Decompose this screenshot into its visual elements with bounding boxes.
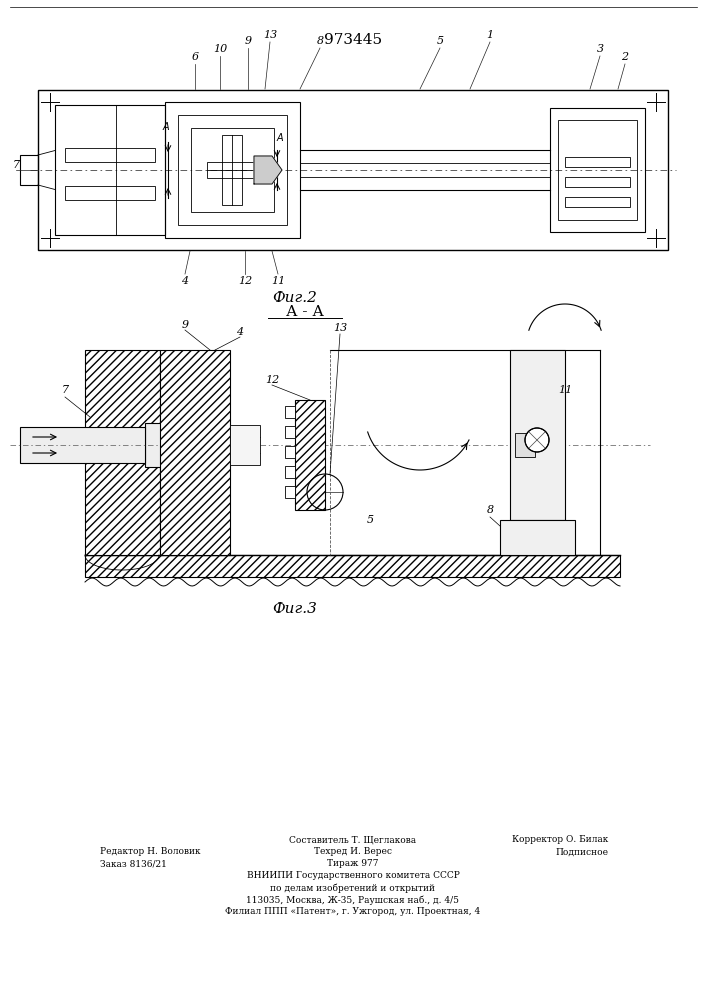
Text: А: А xyxy=(276,133,284,143)
Text: Подписное: Подписное xyxy=(555,848,608,856)
Bar xyxy=(145,423,170,467)
Text: 11: 11 xyxy=(558,385,572,395)
Text: 7: 7 xyxy=(13,160,20,170)
Text: 5: 5 xyxy=(436,36,443,46)
Bar xyxy=(565,157,630,167)
Bar xyxy=(500,520,575,555)
Circle shape xyxy=(525,428,549,452)
Bar xyxy=(565,197,630,207)
Text: Заказ 8136/21: Заказ 8136/21 xyxy=(100,859,167,868)
Text: 1: 1 xyxy=(486,30,493,40)
Text: 7: 7 xyxy=(62,385,69,395)
Text: ВНИИПИ Государственного комитета СССР: ВНИИПИ Государственного комитета СССР xyxy=(247,871,460,880)
Text: Фиг.2: Фиг.2 xyxy=(273,291,317,305)
Bar xyxy=(20,427,145,463)
Bar xyxy=(20,155,38,185)
Bar xyxy=(550,108,645,232)
Text: 8: 8 xyxy=(317,36,324,46)
Text: Тираж 977: Тираж 977 xyxy=(327,859,379,868)
Bar xyxy=(222,135,242,205)
Bar xyxy=(285,426,295,438)
Bar xyxy=(285,486,295,498)
Bar xyxy=(65,186,155,200)
Bar xyxy=(65,148,155,162)
Text: по делам изобретений и открытий: по делам изобретений и открытий xyxy=(271,883,436,893)
Bar xyxy=(230,425,260,465)
Text: 4: 4 xyxy=(182,276,189,286)
Text: 13: 13 xyxy=(333,323,347,333)
Text: 9: 9 xyxy=(245,36,252,46)
Bar xyxy=(295,400,325,510)
Text: 12: 12 xyxy=(238,276,252,286)
Bar xyxy=(565,177,630,187)
Text: 4: 4 xyxy=(236,327,244,337)
Text: 12: 12 xyxy=(265,375,279,385)
Bar xyxy=(285,466,295,478)
Text: 6: 6 xyxy=(192,52,199,62)
Text: Техред И. Верес: Техред И. Верес xyxy=(314,848,392,856)
Bar xyxy=(285,406,295,418)
Bar xyxy=(165,102,300,238)
Bar xyxy=(515,433,535,457)
Text: Филиал ППП «Патент», г. Ужгород, ул. Проектная, 4: Филиал ППП «Патент», г. Ужгород, ул. Про… xyxy=(226,908,481,916)
Bar xyxy=(558,120,637,220)
Text: Составитель Т. Щеглакова: Составитель Т. Щеглакова xyxy=(289,836,416,844)
Bar xyxy=(55,105,165,235)
Bar xyxy=(510,350,565,520)
Bar xyxy=(38,90,668,250)
Text: 9: 9 xyxy=(182,320,189,330)
Text: А - А: А - А xyxy=(286,305,324,319)
Text: 10: 10 xyxy=(213,44,227,54)
Bar xyxy=(160,350,230,555)
Text: 3: 3 xyxy=(597,44,604,54)
Text: Корректор О. Билак: Корректор О. Билак xyxy=(512,836,608,844)
Text: 5: 5 xyxy=(366,515,373,525)
Text: 11: 11 xyxy=(271,276,285,286)
Text: 2: 2 xyxy=(621,52,629,62)
Bar xyxy=(207,162,257,178)
Bar xyxy=(191,128,274,212)
Polygon shape xyxy=(254,156,282,184)
Text: 113035, Москва, Ж-35, Раушская наб., д. 4/5: 113035, Москва, Ж-35, Раушская наб., д. … xyxy=(247,895,460,905)
Text: Редактор Н. Воловик: Редактор Н. Воловик xyxy=(100,848,201,856)
Text: 8: 8 xyxy=(486,505,493,515)
Text: Фиг.3: Фиг.3 xyxy=(273,602,317,616)
Text: А: А xyxy=(163,122,169,132)
Text: 973445: 973445 xyxy=(324,33,382,47)
Text: 13: 13 xyxy=(263,30,277,40)
Bar xyxy=(85,350,160,555)
Bar xyxy=(85,555,620,577)
Bar xyxy=(285,446,295,458)
Bar xyxy=(178,115,287,225)
